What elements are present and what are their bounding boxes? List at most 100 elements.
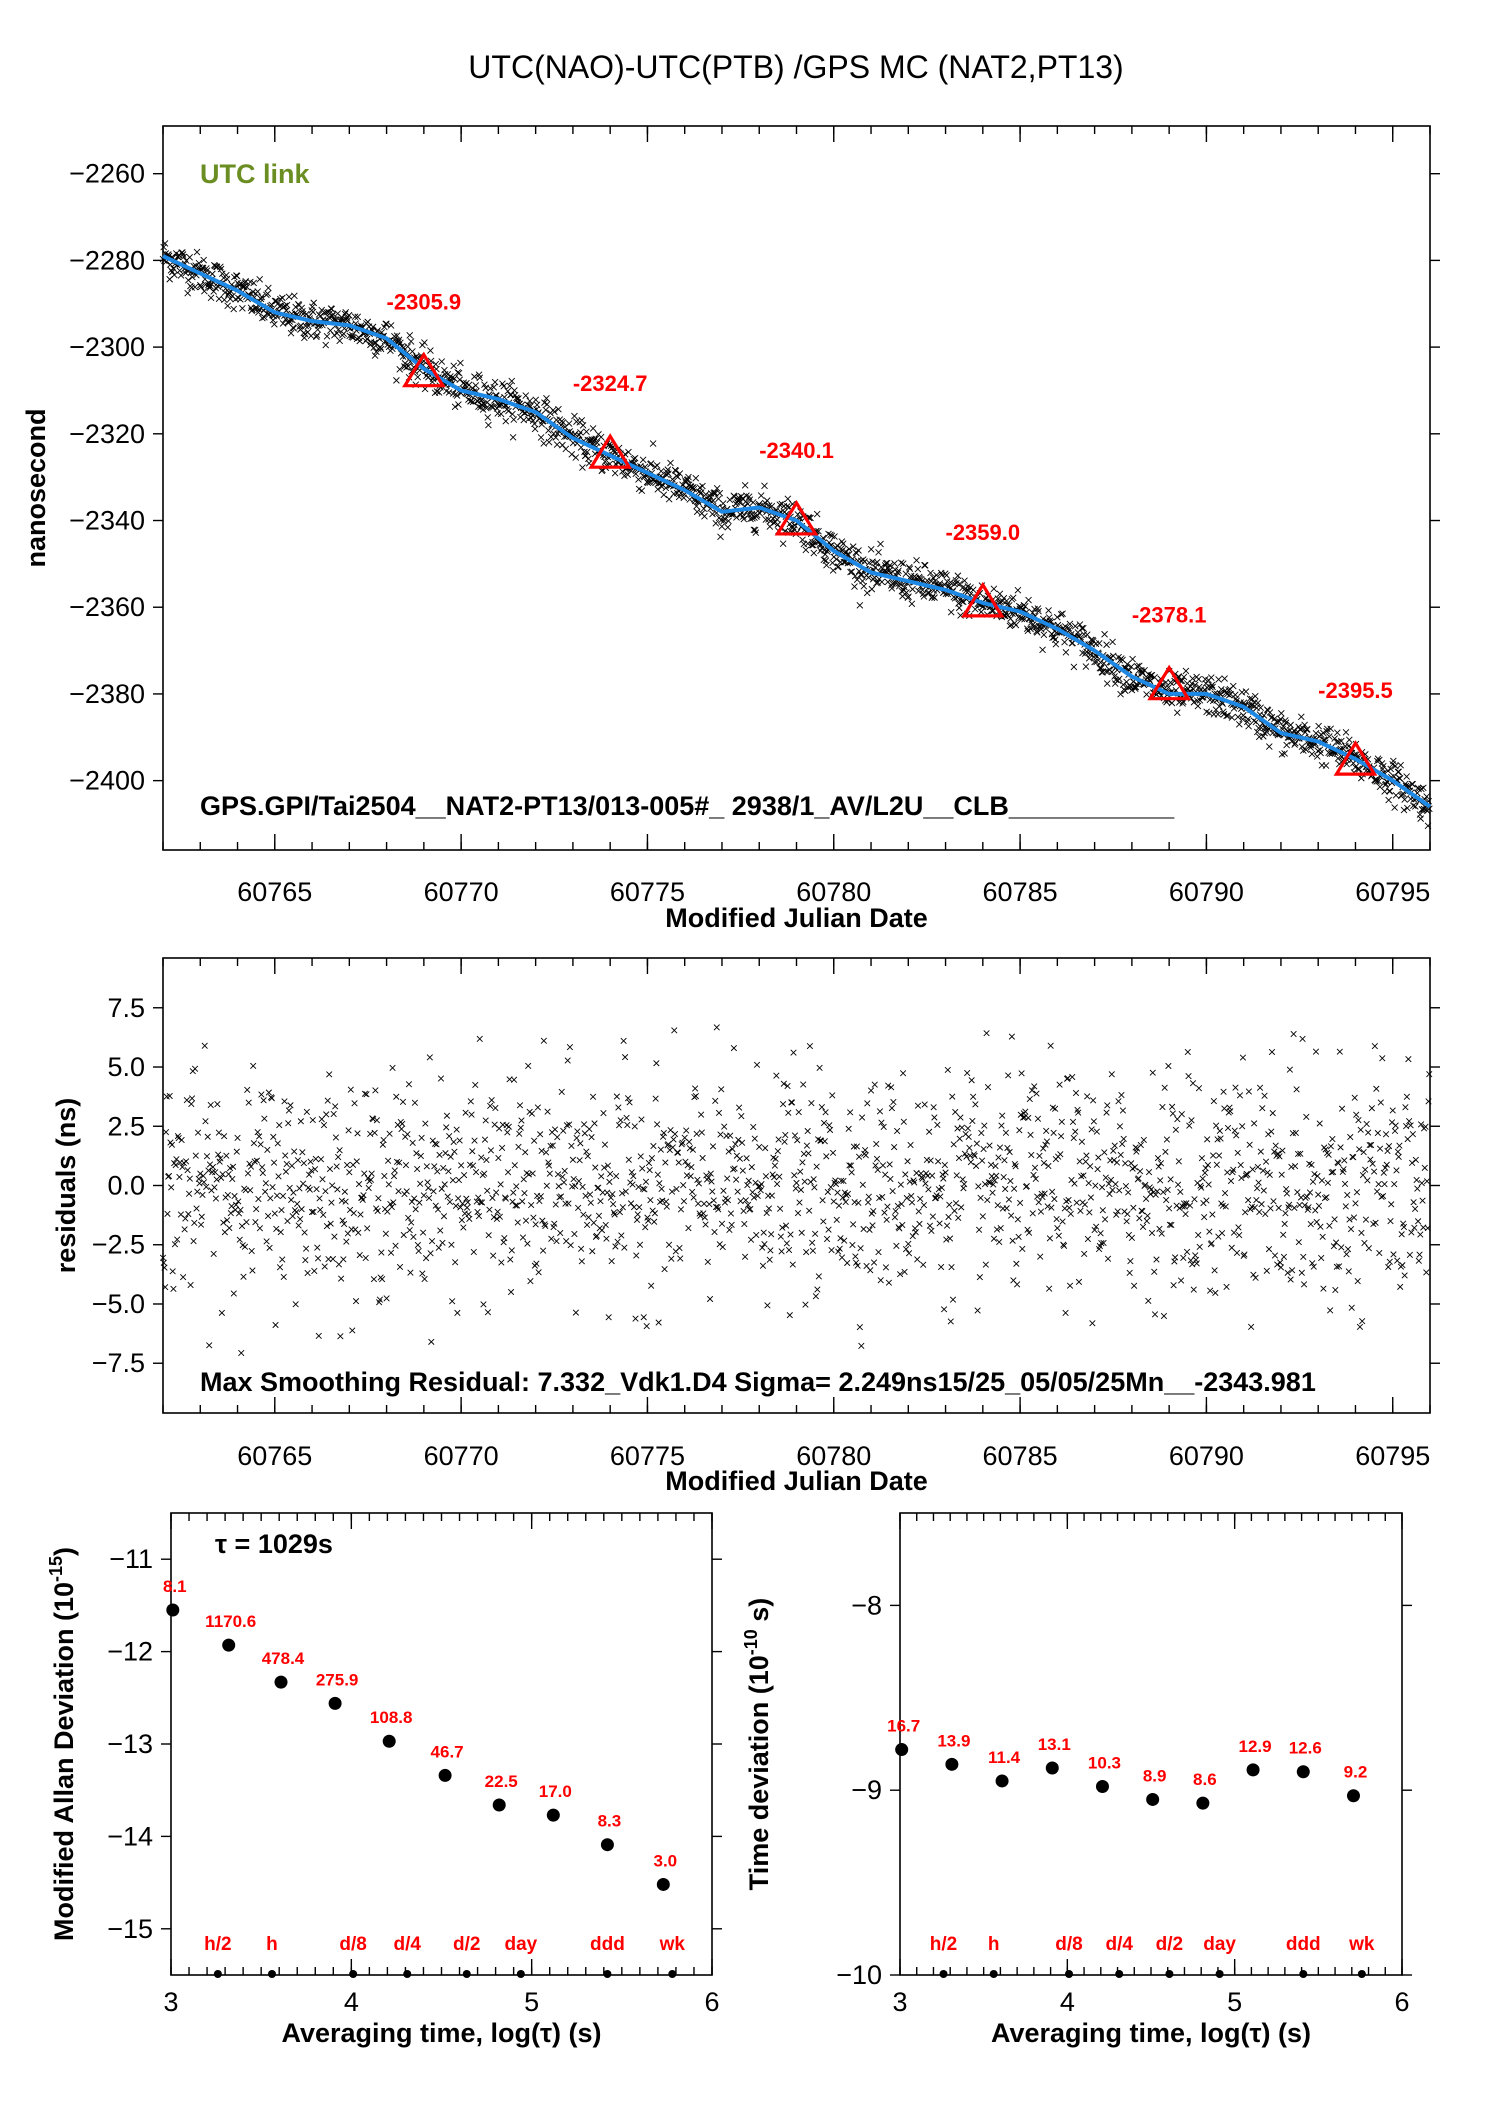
residual-data-point (1137, 1141, 1144, 1149)
residual-data-point (175, 1135, 182, 1142)
residual-data-point (1337, 1144, 1344, 1151)
residual-data-point (938, 1184, 945, 1191)
residual-data-point (436, 1151, 443, 1158)
residual-data-point (1323, 1194, 1330, 1201)
offset-data-point (1208, 681, 1216, 689)
residual-data-point (935, 1186, 942, 1193)
offset-data-point (913, 556, 920, 564)
residual-data-point (1198, 1184, 1205, 1191)
offset-data-point (952, 577, 960, 584)
mdev-reference-label: h (266, 1934, 278, 1955)
mdev-y-axis-label-exponent: -15 (46, 1556, 66, 1582)
mdev-y-tick-label: −14 (107, 1821, 153, 1851)
residual-data-point (304, 1269, 311, 1277)
residual-data-point (1283, 1190, 1291, 1197)
offset-data-point (313, 331, 321, 339)
residual-data-point (601, 1141, 609, 1148)
residual-data-point (1402, 1104, 1409, 1111)
offset-data-point (1091, 658, 1098, 666)
residual-data-point (805, 1150, 812, 1157)
residual-data-point (848, 1169, 855, 1176)
residual-data-point (538, 1147, 545, 1155)
offset-y-tick-label: −2280 (69, 245, 145, 275)
residual-data-point (389, 1064, 396, 1072)
offset-data-point (239, 304, 246, 312)
residual-data-point (437, 1227, 444, 1234)
residual-data-point (642, 1224, 649, 1231)
residual-data-point (1356, 1323, 1364, 1330)
residual-data-point (774, 1147, 781, 1155)
tdev-x-axis-label: Averaging time, log(τ) (s) (991, 2018, 1311, 2048)
tdev-data-point (895, 1743, 909, 1757)
residual-data-point (279, 1192, 287, 1200)
residual-data-point (1072, 1089, 1080, 1097)
residual-data-point (535, 1269, 542, 1276)
offset-data-point (414, 373, 422, 381)
residual-data-point (838, 1254, 846, 1261)
residual-data-point (1358, 1229, 1365, 1236)
residual-data-point (987, 1161, 995, 1168)
offset-data-point (309, 308, 317, 316)
residual-data-point (364, 1175, 372, 1182)
residual-data-point (187, 1281, 194, 1289)
residual-data-point (1398, 1231, 1405, 1238)
residual-data-point (395, 1188, 402, 1195)
residual-data-point (188, 1095, 196, 1102)
residual-data-point (763, 1209, 770, 1217)
residual-data-point (874, 1166, 881, 1174)
residual-data-point (1125, 1189, 1132, 1196)
offset-data-point (702, 491, 710, 498)
tdev-reference-label: ddd (1286, 1934, 1321, 1955)
tdev-data-point (1146, 1792, 1160, 1806)
residual-data-point (1223, 1283, 1230, 1290)
residual-data-point (1417, 1231, 1424, 1238)
offset-data-point (264, 290, 272, 298)
residual-data-point (261, 1115, 268, 1122)
residual-data-point (1415, 1257, 1422, 1264)
residual-data-point (1291, 1204, 1298, 1212)
residual-data-point (847, 1162, 855, 1169)
offset-data-point (851, 583, 858, 590)
offset-data-point (1096, 664, 1104, 672)
residual-data-point (490, 1213, 498, 1221)
residual-data-point (731, 1165, 738, 1172)
residual-data-point (1048, 1204, 1055, 1211)
offset-data-point (1209, 683, 1216, 691)
residuals-y-tick-label: −5.0 (92, 1289, 145, 1319)
offset-data-point (1229, 682, 1237, 690)
residual-data-point (750, 1194, 758, 1201)
mdev-x-tick-label: 6 (704, 1987, 719, 2017)
residual-data-point (485, 1232, 492, 1239)
residual-data-point (249, 1267, 256, 1274)
residual-data-point (486, 1206, 493, 1213)
residuals-x-tick-label: 60795 (1355, 1441, 1430, 1471)
residual-data-point (1320, 1285, 1327, 1292)
residual-data-point (1030, 1171, 1037, 1179)
residual-data-point (1003, 1205, 1010, 1212)
residual-data-point (815, 1273, 822, 1280)
offset-data-point (955, 604, 963, 612)
residual-data-point (1352, 1200, 1359, 1207)
offset-data-point (449, 374, 456, 381)
residual-data-point (1376, 1249, 1383, 1257)
residual-data-point (1160, 1312, 1168, 1320)
residual-data-point (784, 1082, 791, 1090)
offset-data-point (693, 508, 701, 516)
residual-data-point (1069, 1118, 1077, 1126)
residual-data-point (196, 1180, 203, 1187)
residuals-x-tick-label: 60775 (610, 1441, 685, 1471)
offset-data-point (1095, 639, 1103, 647)
offset-data-point (820, 556, 828, 564)
offset-data-point (450, 362, 458, 370)
residual-data-point (1014, 1216, 1021, 1223)
offset-data-point (237, 296, 244, 303)
residual-data-point (1373, 1085, 1380, 1092)
residual-data-point (1037, 1208, 1045, 1215)
residual-data-point (873, 1155, 881, 1163)
offset-data-point (717, 533, 724, 541)
residual-data-point (573, 1134, 580, 1142)
residual-data-point (265, 1089, 272, 1096)
residual-data-point (1307, 1220, 1314, 1228)
residual-data-point (161, 1264, 168, 1271)
offset-data-point (899, 560, 907, 568)
